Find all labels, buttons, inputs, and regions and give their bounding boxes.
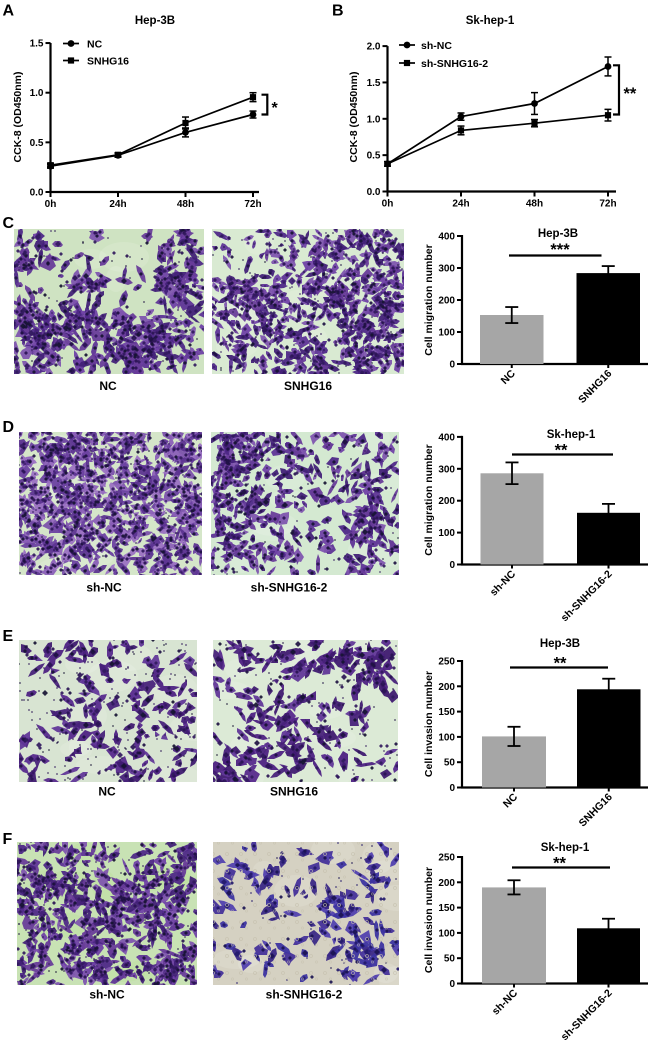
- svg-text:CCK-8 (OD450nm): CCK-8 (OD450nm): [12, 71, 24, 162]
- svg-text:F: F: [3, 831, 13, 848]
- svg-text:Hep-3B: Hep-3B: [135, 15, 175, 27]
- svg-text:Hep-3B: Hep-3B: [540, 638, 580, 650]
- svg-text:300: 300: [438, 464, 455, 475]
- svg-text:Cell invasion number: Cell invasion number: [423, 867, 435, 973]
- svg-text:E: E: [3, 628, 14, 645]
- svg-text:2.0: 2.0: [367, 42, 381, 53]
- svg-text:CCK-8 (OD450nm): CCK-8 (OD450nm): [348, 71, 360, 162]
- svg-text:24h: 24h: [109, 199, 126, 210]
- svg-text:**: **: [624, 85, 637, 103]
- svg-text:250: 250: [438, 657, 455, 668]
- svg-text:150: 150: [438, 707, 455, 718]
- svg-text:Cell migration number: Cell migration number: [423, 444, 435, 555]
- svg-text:Hep-3B: Hep-3B: [538, 228, 578, 240]
- svg-text:NC: NC: [98, 785, 116, 799]
- svg-text:1.5: 1.5: [367, 78, 381, 89]
- svg-text:NC: NC: [87, 39, 103, 51]
- svg-text:100: 100: [438, 528, 455, 539]
- svg-text:NC: NC: [99, 379, 117, 393]
- svg-text:A: A: [3, 3, 15, 20]
- svg-text:0.0: 0.0: [30, 188, 44, 199]
- svg-text:Sk-hep-1: Sk-hep-1: [547, 429, 596, 441]
- svg-text:400: 400: [438, 232, 455, 243]
- svg-text:0h: 0h: [382, 199, 394, 210]
- svg-text:sh-SNHG16-2: sh-SNHG16-2: [251, 581, 328, 595]
- svg-text:100: 100: [438, 928, 455, 939]
- svg-text:SNHG16: SNHG16: [270, 785, 318, 799]
- svg-text:200: 200: [438, 682, 455, 693]
- svg-text:sh-NC: sh-NC: [86, 581, 122, 595]
- svg-text:**: **: [554, 654, 567, 672]
- svg-text:48h: 48h: [526, 199, 543, 210]
- svg-text:250: 250: [438, 853, 455, 864]
- svg-text:sh-NC: sh-NC: [421, 40, 452, 52]
- svg-text:Cell invasion number: Cell invasion number: [423, 671, 435, 777]
- svg-text:***: ***: [550, 241, 570, 259]
- svg-text:**: **: [553, 854, 566, 872]
- svg-text:200: 200: [438, 878, 455, 889]
- svg-text:sh-SNHG16-2: sh-SNHG16-2: [421, 58, 488, 70]
- svg-text:0: 0: [449, 360, 455, 371]
- svg-text:0.5: 0.5: [367, 151, 381, 162]
- svg-text:sh-SNHG16-2: sh-SNHG16-2: [266, 988, 343, 1002]
- svg-text:0h: 0h: [45, 199, 57, 210]
- svg-text:72h: 72h: [599, 199, 616, 210]
- svg-text:sh-NC: sh-NC: [89, 988, 125, 1002]
- svg-text:B: B: [332, 3, 344, 20]
- svg-text:C: C: [3, 215, 15, 232]
- svg-text:24h: 24h: [452, 199, 469, 210]
- svg-text:0: 0: [449, 783, 455, 794]
- svg-text:D: D: [3, 419, 15, 436]
- svg-text:**: **: [555, 441, 568, 459]
- svg-text:100: 100: [438, 732, 455, 743]
- svg-text:0.5: 0.5: [30, 138, 44, 149]
- svg-text:48h: 48h: [177, 199, 194, 210]
- svg-text:1.0: 1.0: [367, 114, 381, 125]
- svg-text:0: 0: [449, 979, 455, 990]
- svg-text:50: 50: [444, 954, 456, 965]
- svg-text:0.0: 0.0: [367, 187, 381, 198]
- svg-text:72h: 72h: [244, 199, 261, 210]
- svg-text:0: 0: [449, 560, 455, 571]
- svg-text:Sk-hep-1: Sk-hep-1: [466, 15, 515, 27]
- svg-text:50: 50: [444, 758, 456, 769]
- svg-text:300: 300: [438, 264, 455, 275]
- svg-text:100: 100: [438, 328, 455, 339]
- svg-text:400: 400: [438, 432, 455, 443]
- svg-text:Sk-hep-1: Sk-hep-1: [541, 842, 590, 854]
- svg-text:1.5: 1.5: [30, 39, 44, 50]
- svg-text:SNHG16: SNHG16: [87, 56, 129, 68]
- svg-text:SNHG16: SNHG16: [284, 379, 332, 393]
- svg-text:*: *: [272, 100, 279, 117]
- svg-text:200: 200: [438, 296, 455, 307]
- svg-text:Cell migration number: Cell migration number: [423, 244, 435, 355]
- svg-text:1.0: 1.0: [30, 88, 44, 99]
- svg-text:200: 200: [438, 496, 455, 507]
- svg-text:150: 150: [438, 903, 455, 914]
